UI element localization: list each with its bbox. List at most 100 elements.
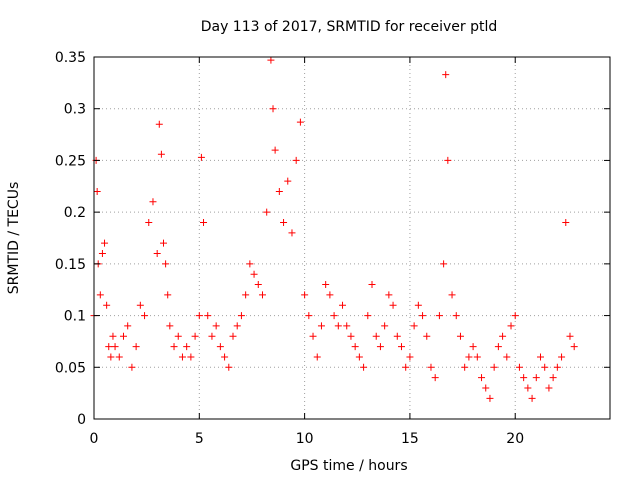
data-point <box>98 250 106 258</box>
data-point <box>465 353 473 361</box>
data-point <box>164 291 172 299</box>
data-point <box>478 374 486 382</box>
data-point <box>444 156 452 164</box>
data-point <box>288 229 296 237</box>
data-point <box>524 384 532 392</box>
data-point <box>284 177 292 185</box>
data-point <box>490 363 498 371</box>
data-point <box>317 322 325 330</box>
data-point <box>562 218 570 226</box>
data-point <box>254 281 262 289</box>
y-tick-label: 0.05 <box>55 360 86 376</box>
x-tick-label: 20 <box>506 431 524 447</box>
data-point <box>301 291 309 299</box>
data-point <box>183 343 191 351</box>
data-point <box>368 281 376 289</box>
data-point <box>111 343 119 351</box>
data-point <box>93 187 101 195</box>
tick-layer <box>93 56 610 420</box>
data-point <box>208 332 216 340</box>
data-point <box>545 384 553 392</box>
data-point <box>385 291 393 299</box>
data-point <box>393 332 401 340</box>
data-point <box>427 363 435 371</box>
data-point <box>452 312 460 320</box>
data-point <box>157 150 165 158</box>
data-point <box>233 322 241 330</box>
data-point <box>473 353 481 361</box>
data-point <box>275 187 283 195</box>
data-point <box>195 312 203 320</box>
data-point <box>343 322 351 330</box>
data-point <box>541 363 549 371</box>
data-point <box>313 353 321 361</box>
data-point <box>160 239 168 247</box>
grid-layer <box>94 57 610 419</box>
data-point <box>107 353 115 361</box>
data-point <box>221 353 229 361</box>
data-point <box>435 312 443 320</box>
data-point <box>292 156 300 164</box>
data-point <box>494 343 502 351</box>
data-point <box>397 343 405 351</box>
data-point <box>431 374 439 382</box>
data-point <box>440 260 448 268</box>
data-point <box>296 118 304 126</box>
data-point <box>216 343 224 351</box>
data-point <box>536 353 544 361</box>
data-point <box>309 332 317 340</box>
data-point <box>347 332 355 340</box>
y-tick-label: 0.2 <box>64 205 86 221</box>
tick-labels: 0 5 10 15 20 0 0.05 0.1 0.15 0.2 0.25 0.3 0.35 <box>55 50 524 447</box>
data-point <box>322 281 330 289</box>
data-point <box>178 353 186 361</box>
data-point <box>166 322 174 330</box>
x-tick-label: 10 <box>296 431 314 447</box>
data-point <box>553 363 561 371</box>
data-point <box>197 153 205 161</box>
data-point <box>204 312 212 320</box>
data-point <box>269 105 277 113</box>
data-point <box>482 384 490 392</box>
data-point <box>532 374 540 382</box>
y-tick-label: 0 <box>77 412 86 428</box>
data-point <box>448 291 456 299</box>
data-point <box>258 291 266 299</box>
y-tick-label: 0.1 <box>64 309 86 325</box>
data-point <box>174 332 182 340</box>
data-point <box>376 343 384 351</box>
data-point <box>339 301 347 309</box>
data-point <box>503 353 511 361</box>
data-point <box>334 322 342 330</box>
data-point <box>101 239 109 247</box>
data-point <box>515 363 523 371</box>
data-point <box>155 120 163 128</box>
data-point <box>330 312 338 320</box>
data-point <box>141 312 149 320</box>
data-point <box>237 312 245 320</box>
data-point <box>570 343 578 351</box>
data-point <box>170 343 178 351</box>
data-point <box>442 71 450 79</box>
data-point <box>124 322 132 330</box>
y-tick-label: 0.15 <box>55 257 86 273</box>
data-point <box>149 198 157 206</box>
data-point <box>410 322 418 330</box>
data-point <box>119 332 127 340</box>
data-point <box>229 332 237 340</box>
data-point <box>153 250 161 258</box>
data-point <box>360 363 368 371</box>
data-point <box>507 322 515 330</box>
data-point <box>456 332 464 340</box>
data-point <box>423 332 431 340</box>
data-point <box>414 301 422 309</box>
plot-frame <box>93 56 611 420</box>
data-point <box>246 260 254 268</box>
data-point <box>250 270 258 278</box>
data-point <box>136 301 144 309</box>
data-point <box>351 343 359 351</box>
data-point <box>132 343 140 351</box>
x-tick-label: 15 <box>401 431 419 447</box>
data-point <box>103 301 111 309</box>
